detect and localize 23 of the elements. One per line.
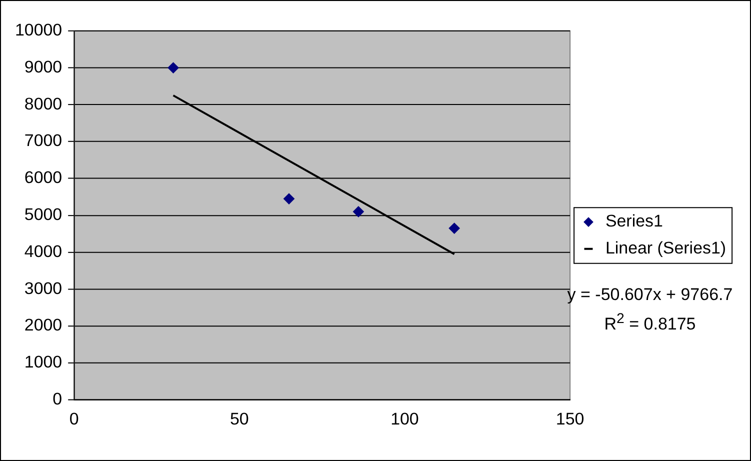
point [284,193,294,204]
y-tick-label: 10000 [14,20,62,40]
point [168,62,179,74]
y-tick-label: 7000 [24,131,62,150]
x-tick-label: 0 [69,410,79,429]
y-tick-label: 2000 [24,316,62,335]
y-tick-label: 6000 [24,168,62,188]
y-tick-label: 3000 [24,278,62,298]
annotation: y = -50.607x + 9766.7 [566,284,734,306]
point [448,222,460,234]
text: R$^{2}$ = 0.8175 [603,310,697,336]
y-tick-label: 4000 [24,242,62,261]
x-tick-label: 100 [390,410,419,429]
x-tick-label: 50 [230,410,249,429]
legend-label: Series1 [605,212,663,231]
y-tick-label: 1000 [24,352,62,372]
y-tick-label: 0 [52,390,62,409]
y-tick-label: 5000 [24,205,62,224]
y-tick-label: 9000 [24,57,62,76]
x-tick-label: 150 [556,410,584,429]
y-tick-label: 8000 [24,94,62,114]
point [352,206,364,218]
legend-label: Linear (Series1) [605,238,726,258]
